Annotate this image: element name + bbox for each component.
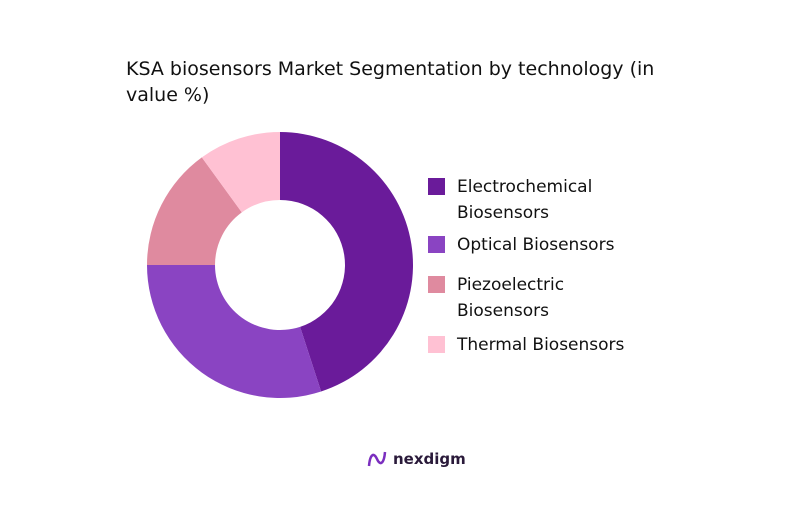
chart-title: KSA biosensors Market Segmentation by te…: [126, 58, 655, 106]
legend-label: Thermal Biosensors: [457, 335, 625, 355]
logo-text: nexdigm: [393, 450, 466, 468]
legend: Electrochemical Biosensors Optical Biosen…: [428, 174, 668, 358]
slice: [147, 265, 322, 398]
legend-item: Piezoelectric Biosensors: [428, 272, 668, 324]
slice: [201, 132, 280, 213]
legend-swatch: [428, 276, 445, 293]
logo-icon: [367, 451, 387, 467]
legend-label: Piezoelectric Biosensors: [457, 275, 565, 321]
legend-item: Optical Biosensors: [428, 232, 668, 258]
legend-swatch: [428, 178, 445, 195]
legend-swatch: [428, 236, 445, 253]
legend-label: Optical Biosensors: [457, 235, 615, 255]
legend-item: Thermal Biosensors: [428, 332, 668, 358]
slice: [147, 157, 242, 265]
legend-item: Electrochemical Biosensors: [428, 174, 668, 226]
legend-swatch: [428, 336, 445, 353]
chart: [147, 132, 413, 398]
logo: nexdigm: [366, 448, 466, 470]
legend-label: Electrochemical Biosensors: [457, 177, 593, 223]
slice: [280, 132, 413, 392]
